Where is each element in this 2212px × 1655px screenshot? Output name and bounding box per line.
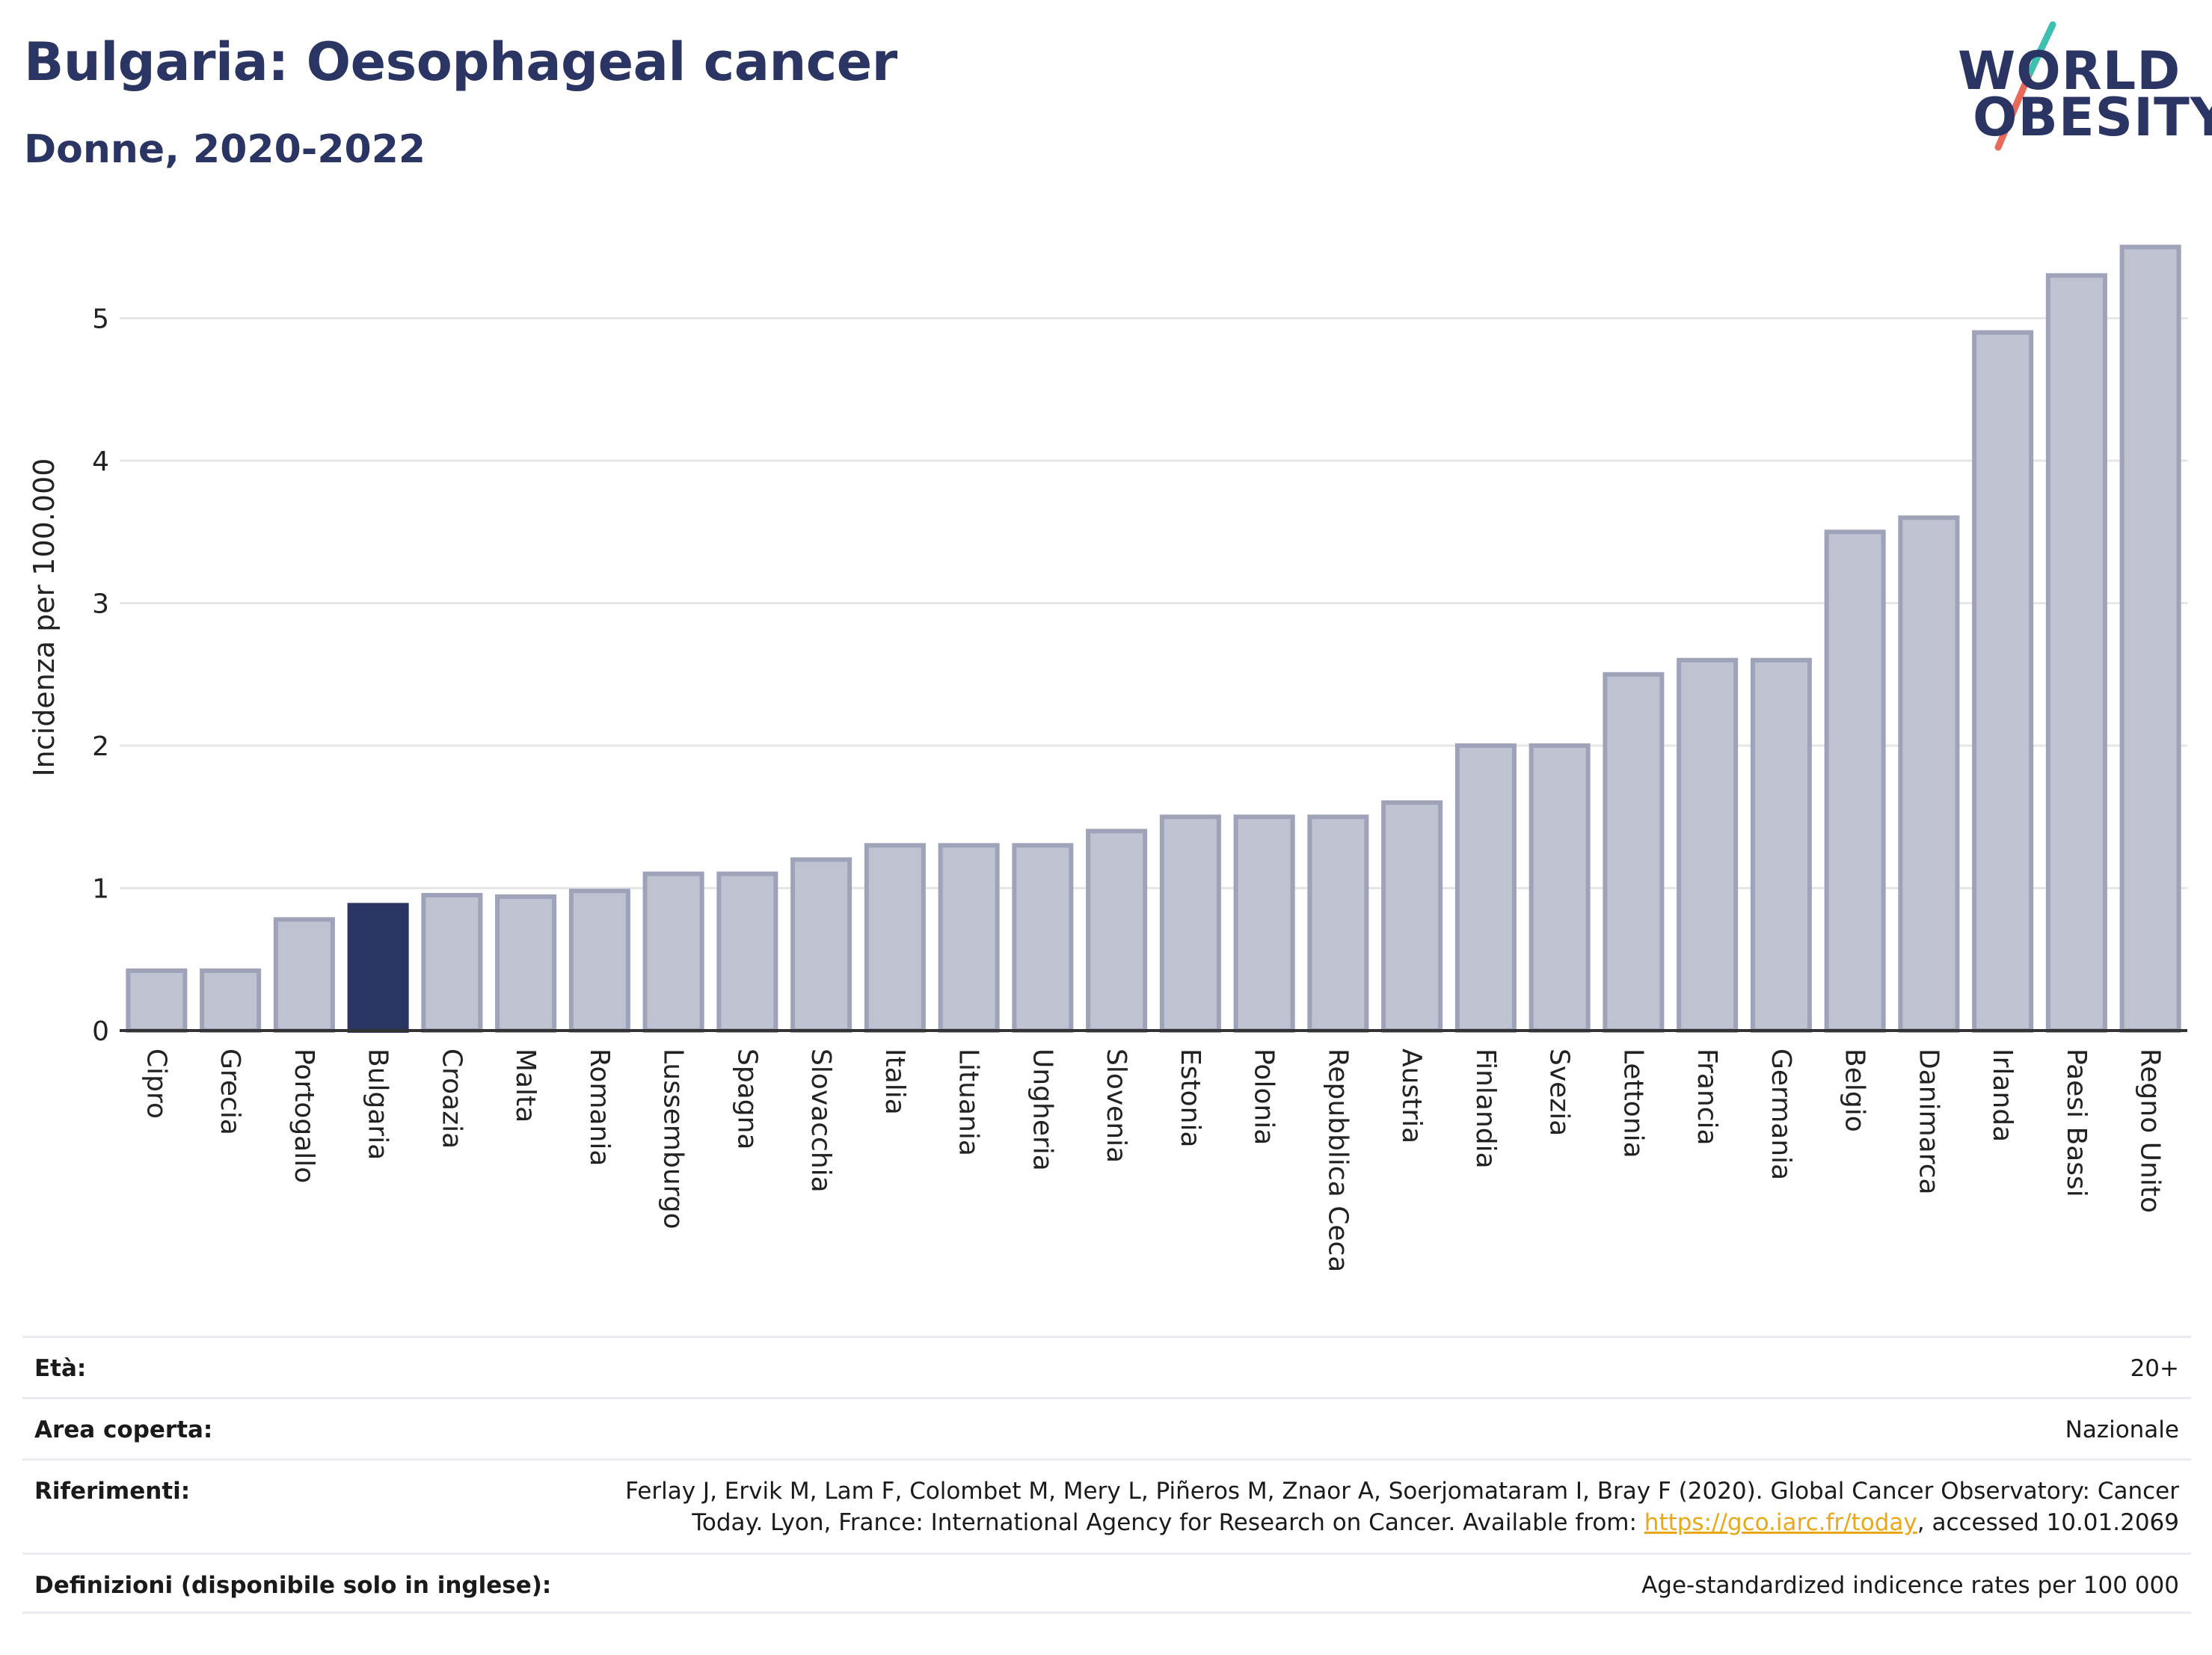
bar-italia[interactable]	[864, 843, 926, 1033]
bar-lettonia[interactable]	[1603, 672, 1665, 1033]
x-tick-label: Bulgaria	[363, 1048, 393, 1160]
bar-estonia[interactable]	[1159, 814, 1221, 1033]
bar-finlandia[interactable]	[1454, 743, 1517, 1033]
reference-text: Ferlay J, Ervik M, Lam F, Colombet M, Me…	[625, 1478, 2179, 1536]
meta-value-area: Nazionale	[2065, 1416, 2179, 1443]
x-tick-label: Finlandia	[1470, 1048, 1501, 1169]
meta-row-definitions: Definizioni (disponibile solo in inglese…	[22, 1553, 2191, 1614]
meta-row-area: Area coperta: Nazionale	[22, 1397, 2191, 1458]
metadata-table: Età: 20+ Area coperta: Nazionale Riferim…	[22, 1336, 2191, 1614]
bar-cipro[interactable]	[126, 968, 188, 1033]
x-tick-label: Repubblica Ceca	[1322, 1048, 1353, 1272]
bar-austria[interactable]	[1381, 800, 1443, 1033]
meta-row-references: Riferimenti: Ferlay J, Ervik M, Lam F, C…	[22, 1458, 2191, 1553]
x-tick-label: Francia	[1692, 1048, 1722, 1146]
meta-label-age: Età:	[34, 1355, 87, 1382]
x-tick-label: Spagna	[731, 1048, 762, 1150]
bar-germania[interactable]	[1750, 657, 1812, 1033]
y-tick-label: 2	[92, 731, 109, 762]
bar-svezia[interactable]	[1529, 743, 1591, 1033]
x-tick-label: Ungheria	[1027, 1048, 1057, 1171]
x-tick-label: Germania	[1766, 1048, 1796, 1180]
x-tick-label: Svezia	[1544, 1048, 1575, 1136]
bar-spagna[interactable]	[716, 871, 778, 1034]
bar-ungheria[interactable]	[1012, 843, 1074, 1033]
meta-value-definitions: Age-standardized indicence rates per 100…	[1641, 1572, 2179, 1599]
bar-grecia[interactable]	[200, 968, 262, 1033]
x-tick-label: Lussemburgo	[658, 1048, 689, 1229]
x-tick-label: Portogallo	[289, 1048, 319, 1183]
meta-value-age: 20+	[2130, 1355, 2179, 1382]
chart-subtitle: Donne, 2020-2022	[24, 127, 426, 172]
meta-label-area: Area coperta:	[34, 1416, 213, 1443]
y-tick-label: 0	[92, 1016, 109, 1047]
world-obesity-logo: WORLD OBESITY	[1944, 19, 2212, 161]
x-tick-label: Malta	[510, 1048, 541, 1123]
bar-danimarca[interactable]	[1898, 515, 1960, 1033]
bar-polonia[interactable]	[1233, 814, 1295, 1033]
x-tick-label: Croazia	[436, 1048, 467, 1149]
x-tick-label: Slovacchia	[805, 1048, 836, 1193]
bar-portogallo[interactable]	[273, 917, 335, 1033]
x-tick-label: Italia	[879, 1048, 910, 1115]
bar-paesi-bassi[interactable]	[2045, 273, 2107, 1034]
x-tick-label: Irlanda	[1987, 1048, 2018, 1142]
bar-croazia[interactable]	[421, 893, 483, 1034]
x-tick-label: Romania	[584, 1048, 615, 1166]
x-tick-label: Polonia	[1249, 1048, 1279, 1145]
logo-slash-icon	[1994, 21, 2056, 151]
x-tick-label: Lettonia	[1617, 1048, 1648, 1158]
bar-slovacchia[interactable]	[790, 857, 852, 1034]
logo-text-obesity: OBESITY	[1973, 87, 2212, 148]
x-tick-label: Austria	[1396, 1048, 1427, 1143]
bar-regno-unito[interactable]	[2119, 245, 2181, 1033]
x-tick-label: Cipro	[141, 1048, 171, 1119]
meta-label-references: Riferimenti:	[34, 1478, 191, 1505]
x-tick-label: Grecia	[215, 1048, 245, 1135]
bar-francia[interactable]	[1677, 657, 1739, 1033]
y-tick-label: 1	[92, 874, 109, 905]
x-tick-label: Regno Unito	[2135, 1048, 2166, 1213]
meta-value-references: Ferlay J, Ervik M, Lam F, Colombet M, Me…	[586, 1476, 2179, 1538]
bar-malta[interactable]	[495, 894, 557, 1033]
bar-chart: 0 1 2 3 4 5 Incidenza per 100.000 Cipro Grecia Po…	[28, 245, 2187, 1272]
bar-lituania[interactable]	[938, 843, 1000, 1033]
bar-bulgaria[interactable]	[347, 903, 409, 1033]
x-tick-label: Lituania	[953, 1048, 984, 1156]
bar-romania[interactable]	[568, 888, 630, 1033]
reference-link[interactable]: https://gco.iarc.fr/today	[1644, 1509, 1917, 1536]
meta-row-age: Età: 20+	[22, 1336, 2191, 1397]
chart-title: Bulgaria: Oesophageal cancer	[24, 31, 897, 93]
x-tick-label: Estonia	[1175, 1048, 1205, 1148]
x-tick-label: Belgio	[1840, 1048, 1870, 1132]
x-tick-label: Danimarca	[1913, 1048, 1944, 1195]
x-tick-label: Paesi Bassi	[2061, 1048, 2092, 1197]
bar-repubblica-ceca[interactable]	[1307, 814, 1369, 1033]
y-tick-label: 3	[92, 589, 109, 620]
reference-accessed: , accessed 10.01.2069	[1917, 1509, 2179, 1536]
bar-slovenia[interactable]	[1086, 829, 1148, 1033]
meta-label-definitions: Definizioni (disponibile solo in inglese…	[34, 1572, 552, 1599]
x-tick-label: Slovenia	[1101, 1048, 1131, 1163]
y-axis-label: Incidenza per 100.000	[28, 458, 61, 777]
y-tick-label: 5	[92, 304, 109, 335]
bar-lussemburgo[interactable]	[642, 871, 704, 1034]
bar-irlanda[interactable]	[1972, 330, 2034, 1034]
logo-text-world: WORLD	[1958, 40, 2181, 102]
bar-belgio[interactable]	[1824, 529, 1886, 1033]
y-tick-label: 4	[92, 446, 109, 477]
